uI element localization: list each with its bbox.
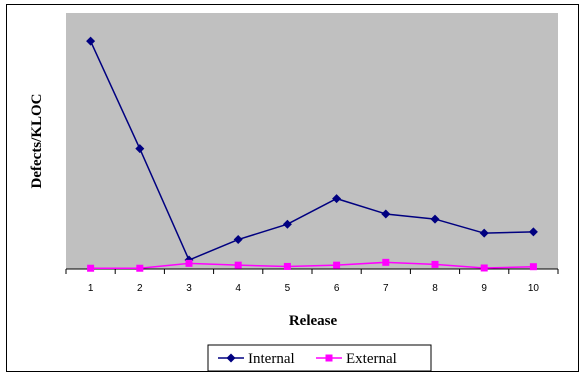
data-point-external-9: [480, 264, 488, 272]
x-tick-label-2: 2: [137, 283, 143, 294]
data-point-external-6: [333, 261, 341, 269]
legend-marker-internal: [226, 353, 236, 363]
data-point-external-1: [87, 264, 95, 272]
data-point-external-3: [185, 259, 193, 267]
x-tick-label-4: 4: [235, 283, 241, 294]
data-point-internal-9: [479, 228, 489, 238]
data-point-internal-1: [86, 36, 96, 46]
x-tick-label-3: 3: [186, 283, 192, 294]
x-tick-label-6: 6: [334, 283, 340, 294]
x-axis-label: Release: [289, 313, 338, 329]
x-tick-label-9: 9: [481, 283, 487, 294]
data-point-internal-7: [381, 209, 391, 219]
series-line-external: [90, 261, 534, 269]
data-point-internal-5: [282, 219, 292, 229]
data-point-external-8: [431, 260, 439, 268]
x-tick-label-8: 8: [432, 283, 438, 294]
series-line-internal: [89, 40, 534, 262]
series-internal: [86, 36, 538, 265]
data-point-external-10: [529, 263, 537, 271]
y-axis-label: Defects/KLOC: [29, 94, 45, 189]
x-tick-label-10: 10: [528, 283, 540, 294]
series-layer: [86, 36, 538, 272]
x-ticks: 1 2 3 4 5 6 7 8 9 10: [65, 269, 559, 294]
data-point-internal-10: [528, 227, 538, 237]
legend-label-external: External: [346, 351, 397, 367]
data-point-external-7: [382, 258, 390, 266]
data-point-external-5: [283, 262, 291, 270]
data-point-external-4: [234, 261, 242, 269]
x-tick-label-1: 1: [88, 283, 94, 294]
legend-marker-external: [325, 354, 333, 362]
data-point-internal-4: [233, 235, 243, 245]
legend: Internal External: [207, 344, 432, 372]
plot-area: [66, 13, 558, 269]
data-point-internal-8: [430, 214, 440, 224]
series-external: [87, 258, 537, 272]
data-point-external-2: [136, 264, 144, 272]
x-tick-label-7: 7: [383, 283, 389, 294]
legend-label-internal: Internal: [248, 351, 295, 367]
data-point-internal-6: [332, 194, 342, 204]
x-tick-label-5: 5: [285, 283, 291, 294]
data-point-internal-2: [135, 144, 145, 154]
